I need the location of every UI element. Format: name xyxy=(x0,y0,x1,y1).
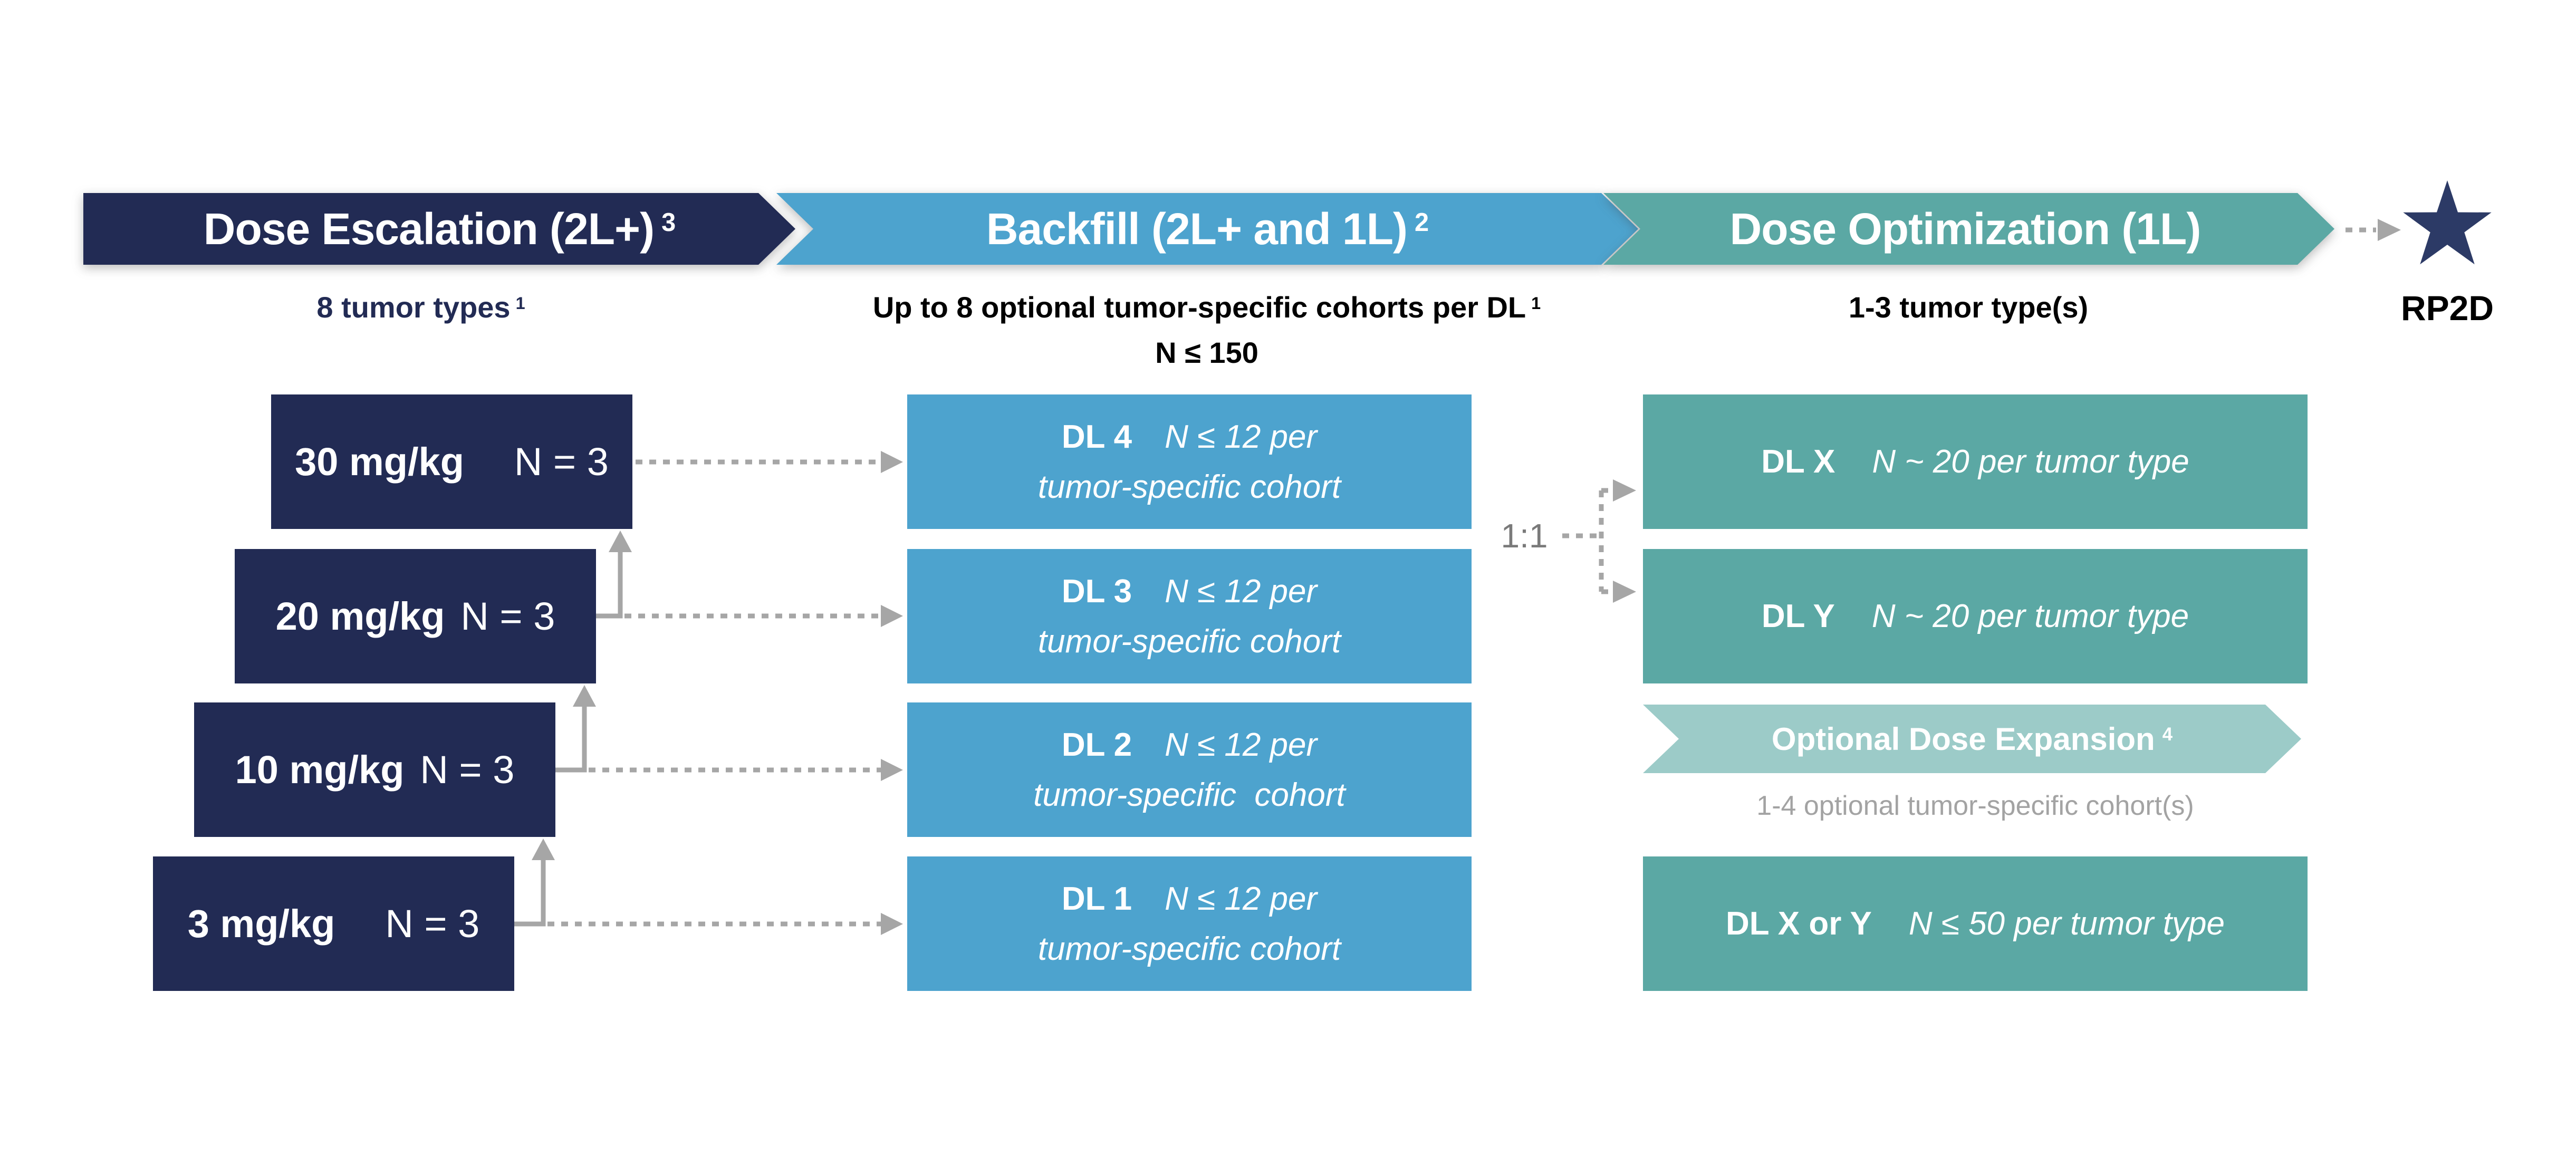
dl-label: DL 2 xyxy=(1061,726,1132,763)
phase-band-dose-optimization: Dose Optimization (1L) xyxy=(1603,193,2334,265)
phase-title-text: Dose Escalation (2L+) xyxy=(203,204,655,254)
phase-band-dose-escalation: Dose Escalation (2L+) 3 xyxy=(83,193,795,265)
arrowhead-right-row4 xyxy=(881,913,903,935)
subtitle-line2: N ≤ 150 xyxy=(1155,336,1258,369)
arrowhead-up-20 xyxy=(573,685,596,707)
dl-detail-line2: tumor-specific cohort xyxy=(1037,468,1341,505)
dl-label: DL 4 xyxy=(1061,418,1132,455)
footnote-marker: 2 xyxy=(1415,208,1429,237)
phase-title: Dose Optimization (1L) xyxy=(1693,204,2245,255)
chevron-shape xyxy=(83,193,795,265)
phase-title: Backfill (2L+ and 1L) 2 xyxy=(949,204,1465,255)
dl-label: DL 3 xyxy=(1061,573,1132,610)
dose-label: 30 mg/kg xyxy=(295,440,464,484)
phase-title: Dose Escalation (2L+) 3 xyxy=(167,204,712,255)
dose-box-30mgkg: 30 mg/kg N = 3 xyxy=(271,394,632,529)
subtitle-backfill: Up to 8 optional tumor-specific cohorts … xyxy=(732,287,1681,373)
subtitle-text: 8 tumor types xyxy=(316,291,511,324)
arrowhead-right-rp2d xyxy=(2378,219,2401,241)
backfill-box-dl2: DL 2 N ≤ 12 per tumor-specific cohort xyxy=(907,702,1472,837)
expansion-title-text: Optional Dose Expansion xyxy=(1771,721,2155,757)
arrowhead-up-30 xyxy=(609,531,632,552)
subtitle-dose-escalation: 8 tumor types 1 xyxy=(210,287,632,332)
dose-label: 20 mg/kg xyxy=(275,594,445,638)
backfill-box-dl4: DL 4 N ≤ 12 per tumor-specific cohort xyxy=(907,394,1472,529)
chevron-shape xyxy=(1603,193,2334,265)
dl-detail-line2: tumor-specific cohort xyxy=(1033,776,1345,813)
dose-n: N = 3 xyxy=(385,902,480,946)
dl-detail-line2: tumor-specific cohort xyxy=(1037,930,1341,967)
escalation-elbow-10-to-20 xyxy=(555,706,587,773)
footnote-marker: 1 xyxy=(1531,293,1541,313)
dl-detail: N ~ 20 per tumor type xyxy=(1871,598,2189,634)
dl-detail: N ~ 20 per tumor type xyxy=(1872,444,2189,480)
arrowhead-right-dlx xyxy=(1613,479,1636,502)
dose-box-3mgkg: 3 mg/kg N = 3 xyxy=(153,856,514,991)
dl-detail-line1: N ≤ 12 per xyxy=(1165,726,1318,763)
dl-detail-line2: tumor-specific cohort xyxy=(1037,623,1341,660)
phase-title-text: Dose Optimization (1L) xyxy=(1729,204,2202,254)
footnote-marker: 3 xyxy=(661,208,676,237)
dl-detail-line1: N ≤ 12 per xyxy=(1165,418,1318,455)
subtitle-text: Up to 8 optional tumor-specific cohorts … xyxy=(872,291,1526,324)
escalation-elbow-20-to-30 xyxy=(596,551,623,619)
dl-label: DL Y xyxy=(1761,598,1835,634)
dose-box-20mgkg: 20 mg/kg N = 3 xyxy=(235,549,596,683)
dose-box-10mgkg: 10 mg/kg N = 3 xyxy=(194,702,555,837)
dl-detail-line1: N ≤ 12 per xyxy=(1165,880,1318,917)
chevron-shape xyxy=(1643,705,2301,773)
arrowhead-up-10 xyxy=(532,839,555,860)
optimization-box-dlx-or-y: DL X or Y N ≤ 50 per tumor type xyxy=(1643,856,2308,991)
backfill-box-dl3: DL 3 N ≤ 12 per tumor-specific cohort xyxy=(907,549,1472,683)
dose-label: 10 mg/kg xyxy=(235,748,405,792)
footnote-marker: 4 xyxy=(2162,724,2173,745)
expansion-caption: 1-4 optional tumor-specific cohort(s) xyxy=(1756,791,2194,821)
optimization-box-dly: DL Y N ~ 20 per tumor type xyxy=(1643,549,2308,683)
footnote-marker: 1 xyxy=(515,293,525,313)
subtitle-text: 1-3 tumor type(s) xyxy=(1848,291,2089,324)
dose-label: 3 mg/kg xyxy=(187,902,335,946)
dl-detail-line1: N ≤ 12 per xyxy=(1165,573,1318,610)
chevron-shape xyxy=(776,193,1638,265)
dl-label: DL X xyxy=(1761,444,1835,480)
arrowhead-right-row1 xyxy=(881,451,903,473)
phase-band-backfill: Backfill (2L+ and 1L) 2 xyxy=(776,193,1638,265)
optimization-box-dlx: DL X N ~ 20 per tumor type xyxy=(1643,394,2308,529)
arrowhead-right-row3 xyxy=(881,759,903,781)
dose-n: N = 3 xyxy=(460,594,555,638)
escalation-elbow-3-to-10 xyxy=(514,859,546,927)
dl-label: DL 1 xyxy=(1061,880,1132,917)
dose-n: N = 3 xyxy=(420,748,515,792)
randomization-ratio-label: 1:1 xyxy=(1501,517,1548,555)
optional-dose-expansion-banner: Optional Dose Expansion 4 xyxy=(1643,705,2301,773)
phase-title-text: Backfill (2L+ and 1L) xyxy=(986,204,1408,254)
subtitle-dose-optimization: 1-3 tumor type(s) xyxy=(1652,287,2285,328)
rp2d-label: RP2D xyxy=(2400,288,2494,327)
backfill-box-dl1: DL 1 N ≤ 12 per tumor-specific cohort xyxy=(907,856,1472,991)
arrowhead-right-row2 xyxy=(881,605,903,627)
dose-n: N = 3 xyxy=(514,440,609,484)
expansion-title: Optional Dose Expansion 4 xyxy=(1772,721,2173,757)
dl-detail: N ≤ 50 per tumor type xyxy=(1908,905,2225,942)
rp2d-star-icon xyxy=(2403,180,2492,265)
arrowhead-right-dly xyxy=(1613,581,1636,603)
dl-label: DL X or Y xyxy=(1726,905,1872,942)
